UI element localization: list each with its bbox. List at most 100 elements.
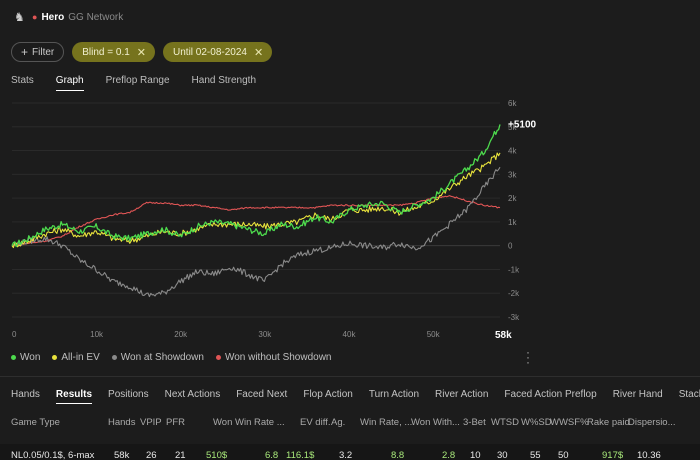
y-tick-label: -3k xyxy=(508,313,520,322)
cell-pfr: 21 xyxy=(175,450,186,460)
cell-hands: 58k xyxy=(114,450,130,460)
network-name: GG Network xyxy=(68,11,124,23)
x-end-label: 58k xyxy=(495,330,512,341)
legend-item-all-in-ev[interactable]: All-in EV xyxy=(52,352,100,363)
legend-label: Won xyxy=(20,352,41,363)
y-tick-label: 5k xyxy=(508,123,517,132)
series-line-won xyxy=(11,124,501,248)
view-tabs: Stats Graph Preflop Range Hand Strength xyxy=(11,75,256,91)
tab-stack-sizes[interactable]: Stack Sizes xyxy=(678,389,700,400)
cell-won-with: 2.8 xyxy=(442,450,456,460)
tab-results[interactable]: Results xyxy=(55,389,93,404)
cell-won: 510$ xyxy=(206,450,228,460)
end-value-label: +5100 xyxy=(508,119,537,130)
cell-3bet: 10 xyxy=(470,450,481,460)
col-header[interactable]: WWSF% xyxy=(550,417,589,428)
tab-flop-action[interactable]: Flop Action xyxy=(303,389,353,400)
col-header[interactable]: WTSD xyxy=(491,417,519,428)
y-tick-label: 2k xyxy=(508,194,517,203)
close-icon[interactable]: ✕ xyxy=(136,46,147,59)
col-header[interactable]: Won xyxy=(213,417,233,428)
cell-game-type: NL0.05/0.1$, 6-max xyxy=(11,450,95,460)
results-graph[interactable]: 6k 5k 4k 3k 2k 1k 0 -1k -2k -3k 0 10k 20k 30k 40k 50k 58… xyxy=(0,95,560,347)
col-header[interactable]: PFR xyxy=(166,417,185,428)
table-header: Game Type Hands VPIP PFR Won Win Rate ..… xyxy=(0,414,700,432)
legend-label: Won without Showdown xyxy=(224,352,332,363)
col-header[interactable]: EV diff. xyxy=(300,417,331,428)
legend-item-won-at-showdown[interactable]: Won at Showdown xyxy=(111,352,204,363)
results-table: Game Type Hands VPIP PFR Won Win Rate ..… xyxy=(0,414,700,460)
tab-turn-action[interactable]: Turn Action xyxy=(368,389,420,400)
col-header[interactable]: Won With... xyxy=(411,417,460,428)
tab-river-hand[interactable]: River Hand xyxy=(612,389,663,400)
tab-preflop-range[interactable]: Preflop Range xyxy=(105,75,170,86)
y-tick-label: -1k xyxy=(508,265,520,274)
filter-chip-blind[interactable]: Blind = 0.1 ✕ xyxy=(72,42,156,62)
tab-next-actions[interactable]: Next Actions xyxy=(164,389,221,400)
col-header[interactable]: Hands xyxy=(108,417,136,428)
legend-dot-icon xyxy=(111,355,117,360)
col-header[interactable]: Ag. xyxy=(331,417,346,428)
y-tick-label: 4k xyxy=(508,147,517,156)
tab-river-action[interactable]: River Action xyxy=(435,389,489,400)
tab-faced-next[interactable]: Faced Next xyxy=(236,389,288,400)
col-header[interactable]: Dispersio... xyxy=(628,417,676,428)
chip-label: Blind = 0.1 xyxy=(82,46,130,58)
results-tabs: Hands Results Positions Next Actions Fac… xyxy=(11,389,700,404)
divider xyxy=(0,376,700,377)
y-tick-label: -2k xyxy=(508,289,520,298)
top-bar: ♞ ● Hero GG Network xyxy=(0,0,700,34)
y-tick-label: 0 xyxy=(508,242,513,251)
tab-hand-strength[interactable]: Hand Strength xyxy=(191,75,257,86)
tab-hands[interactable]: Hands xyxy=(11,389,40,400)
chip-label: Until 02-08-2024 xyxy=(173,46,247,58)
cell-ev-diff: 116.1$ xyxy=(286,450,315,460)
x-tick-label: 50k xyxy=(427,330,441,339)
cell-wtsd: 30 xyxy=(497,450,508,460)
cell-wwsf: 50 xyxy=(558,450,569,460)
plus-icon: + xyxy=(21,45,29,59)
x-tick-label: 0 xyxy=(12,330,17,339)
cell-dispersion: 10.36 xyxy=(637,450,661,460)
player-name[interactable]: Hero xyxy=(41,11,65,23)
more-options-icon[interactable]: · · · xyxy=(526,345,530,369)
close-icon[interactable]: ✕ xyxy=(253,46,264,59)
legend-item-won[interactable]: Won xyxy=(11,352,40,363)
col-header[interactable]: Win Rate, ... xyxy=(360,417,413,428)
cell-vpip: 26 xyxy=(146,450,157,460)
x-tick-label: 20k xyxy=(174,330,188,339)
cell-win-rate: 6.8 xyxy=(265,450,279,460)
col-header[interactable]: Win Rate ... xyxy=(235,417,285,428)
table-row[interactable]: NL0.05/0.1$, 6-max 58k 26 21 510$ 6.8 11… xyxy=(0,444,700,460)
status-dot-icon: ● xyxy=(32,12,38,22)
chart-legend: Won All-in EV Won at Showdown Won withou… xyxy=(11,352,332,363)
legend-dot-icon xyxy=(52,355,58,360)
col-header[interactable]: 3-Bet xyxy=(463,417,486,428)
cell-ag: 3.2 xyxy=(339,450,353,460)
col-header[interactable]: Game Type xyxy=(11,417,60,428)
legend-label: All-in EV xyxy=(61,352,100,363)
y-tick-label: 3k xyxy=(508,170,517,179)
cell-win-rate-2: 8.8 xyxy=(391,450,405,460)
col-header[interactable]: W%SD xyxy=(521,417,552,428)
tab-positions[interactable]: Positions xyxy=(108,389,149,400)
y-tick-label: 1k xyxy=(508,218,517,227)
tab-stats[interactable]: Stats xyxy=(11,75,34,86)
col-header[interactable]: Rake paid xyxy=(587,417,630,428)
x-tick-label: 40k xyxy=(343,330,357,339)
tab-graph[interactable]: Graph xyxy=(55,75,84,91)
y-tick-label: 6k xyxy=(508,99,517,108)
x-tick-label: 10k xyxy=(90,330,104,339)
legend-item-won-without-showdown[interactable]: Won without Showdown xyxy=(215,352,332,363)
add-filter-button[interactable]: + Filter xyxy=(11,42,65,62)
legend-dot-icon xyxy=(215,355,221,360)
tab-faced-action-preflop[interactable]: Faced Action Preflop xyxy=(504,389,597,400)
col-header[interactable]: VPIP xyxy=(140,417,162,428)
filter-chip-date[interactable]: Until 02-08-2024 ✕ xyxy=(163,42,273,62)
cell-wsd: 55 xyxy=(530,450,541,460)
cell-rake-paid: 917$ xyxy=(602,450,624,460)
series-line-won-without-showdown xyxy=(11,195,501,247)
filter-label: Filter xyxy=(32,46,55,58)
filter-bar: + Filter Blind = 0.1 ✕ Until 02-08-2024 … xyxy=(11,42,273,62)
legend-dot-icon xyxy=(11,355,16,360)
